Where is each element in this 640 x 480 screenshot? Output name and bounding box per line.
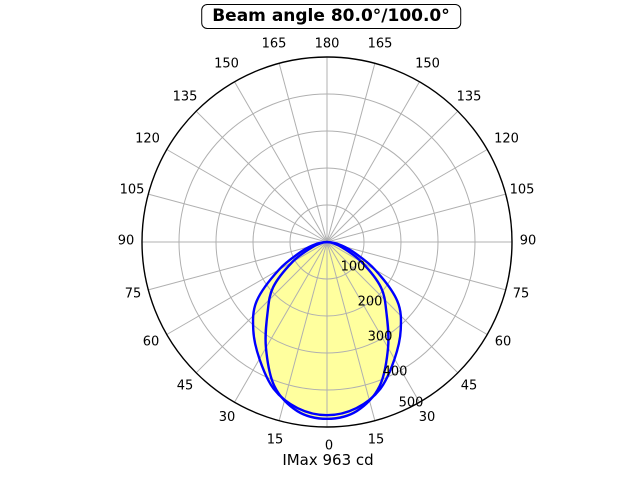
grid-spoke-285 <box>148 241 328 291</box>
angle-tick-label-105-left: 105 <box>120 183 145 198</box>
angle-tick-label-105-right: 105 <box>510 183 535 198</box>
grid-spoke-195 <box>278 63 328 243</box>
angle-tick-label-75-right: 75 <box>513 287 530 302</box>
grid-spoke-330 <box>234 241 328 403</box>
grid-spoke-315 <box>195 241 328 374</box>
grid-spoke-75 <box>326 241 506 291</box>
angle-tick-label-90-right: 90 <box>520 234 537 249</box>
grid-spoke-300 <box>166 241 328 335</box>
angle-tick-label-165-right: 165 <box>368 37 393 52</box>
angle-tick-label-150-right: 150 <box>415 57 440 72</box>
beam-curve-beam_80_plane <box>264 240 390 421</box>
angle-tick-label-0-left: 0 <box>325 439 333 454</box>
grid-spoke-135 <box>326 110 459 243</box>
grid-spoke-210 <box>234 81 328 243</box>
beam-curve-beam_100_plane <box>251 240 403 417</box>
beam-curves <box>251 240 403 421</box>
grid-spoke-45 <box>326 241 459 374</box>
radial-tick-label-100: 100 <box>341 260 366 275</box>
angle-tick-label-60-right: 60 <box>495 335 512 350</box>
grid-spoke-15 <box>326 241 376 421</box>
angle-tick-label-60-left: 60 <box>143 335 160 350</box>
angle-tick-label-15-left: 15 <box>267 433 284 448</box>
radial-tick-label-500: 500 <box>399 396 424 411</box>
angle-tick-label-30-left: 30 <box>219 410 236 425</box>
angle-tick-label-30-right: 30 <box>419 410 436 425</box>
grid-spoke-105 <box>326 193 506 243</box>
grid-spoke-255 <box>148 193 328 243</box>
polar-grid <box>142 57 512 427</box>
grid-spoke-60 <box>326 241 488 335</box>
angle-tick-label-150-left: 150 <box>214 57 239 72</box>
angle-tick-label-165-left: 165 <box>262 37 287 52</box>
radial-tick-label-400: 400 <box>383 365 408 380</box>
grid-spoke-225 <box>195 110 328 243</box>
angle-tick-label-135-right: 135 <box>457 90 482 105</box>
grid-spoke-150 <box>326 81 420 243</box>
grid-spoke-30 <box>326 241 420 403</box>
radial-tick-label-300: 300 <box>368 330 393 345</box>
angle-tick-label-180-left: 180 <box>315 37 340 52</box>
angle-tick-label-45-right: 45 <box>461 379 478 394</box>
grid-spoke-165 <box>326 63 376 243</box>
imax-label: IMax 963 cd <box>282 451 374 469</box>
outer-circle <box>141 56 513 428</box>
grid-spoke-120 <box>326 149 488 243</box>
angle-tick-label-15-right: 15 <box>368 433 385 448</box>
angle-tick-label-135-left: 135 <box>173 90 198 105</box>
angle-tick-label-75-left: 75 <box>125 287 142 302</box>
grid-spoke-240 <box>166 149 328 243</box>
angle-tick-label-45-left: 45 <box>177 379 194 394</box>
angle-tick-label-120-left: 120 <box>135 132 160 147</box>
chart-title: Beam angle 80.0°/100.0° <box>201 4 461 29</box>
angle-tick-label-90-left: 90 <box>118 234 135 249</box>
radial-tick-label-200: 200 <box>358 295 383 310</box>
angle-tick-label-120-right: 120 <box>494 132 519 147</box>
grid-spoke-345 <box>278 241 328 421</box>
